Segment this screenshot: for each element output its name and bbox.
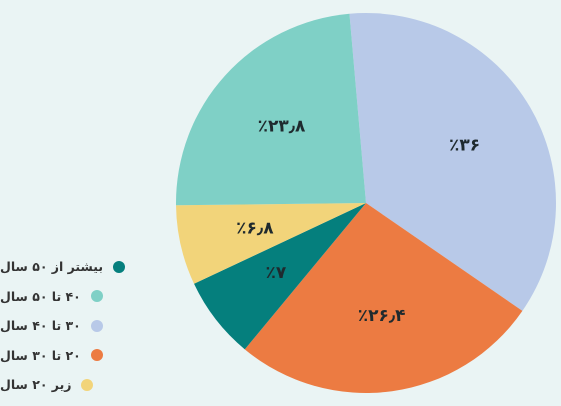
- legend-item-30-40: ۳۰ تا ۴۰ سال: [0, 311, 140, 341]
- legend-item-20-30: ۲۰ تا ۳۰ سال: [0, 341, 140, 371]
- pie-slice-label-2: ٪۷: [265, 263, 286, 283]
- pie-slice-label-4: ٪۲۳٫۸: [258, 116, 306, 136]
- pie-slice-2: [194, 203, 366, 350]
- pie-slice-3: [176, 203, 366, 284]
- legend-item-under-20: زیر ۲۰ سال: [0, 370, 140, 400]
- legend-label: ۲۰ تا ۳۰ سال: [0, 347, 81, 363]
- legend-swatch: [81, 378, 94, 391]
- pie-slice-0: [349, 12, 557, 311]
- legend: بیشتر از ۵۰ سال ۴۰ تا ۵۰ سال ۳۰ تا ۴۰ سا…: [0, 252, 140, 400]
- pie-slices: [175, 12, 557, 393]
- legend-item-over-50: بیشتر از ۵۰ سال: [0, 252, 140, 282]
- legend-label: ۳۰ تا ۴۰ سال: [0, 318, 81, 334]
- legend-label: بیشتر از ۵۰ سال: [0, 259, 104, 275]
- legend-swatch: [113, 260, 126, 273]
- pie-slice-1: [244, 203, 523, 393]
- pie-slice-label-3: ٪۶٫۸: [236, 218, 274, 238]
- legend-swatch: [90, 349, 103, 362]
- pie-slice-label-0: ٪۳۶: [449, 136, 480, 156]
- legend-swatch: [90, 319, 103, 332]
- legend-swatch: [90, 290, 103, 303]
- pie-labels: ٪۳۶ ٪۲۶٫۴ ٪۷ ٪۶٫۸ ٪۲۳٫۸: [236, 116, 480, 325]
- pie-slice-4: [175, 13, 366, 206]
- legend-label: ۴۰ تا ۵۰ سال: [0, 288, 81, 304]
- pie-slice-label-1: ٪۲۶٫۴: [358, 306, 406, 326]
- legend-item-40-50: ۴۰ تا ۵۰ سال: [0, 282, 140, 312]
- legend-label: زیر ۲۰ سال: [0, 377, 72, 393]
